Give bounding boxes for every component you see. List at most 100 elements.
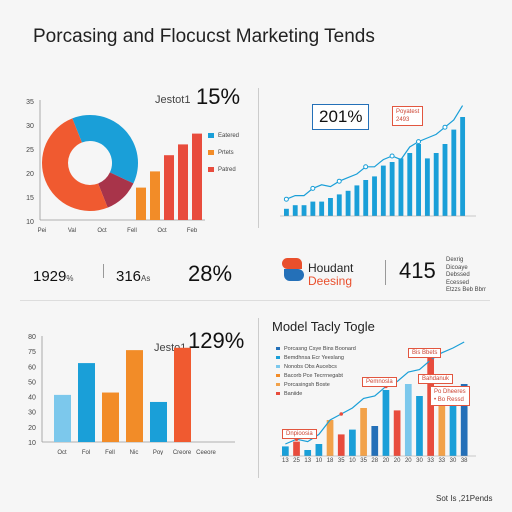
br-bar [438, 402, 446, 456]
tr-line-point [442, 124, 448, 130]
tl-legend-swatch [208, 133, 214, 139]
br-bar [282, 446, 289, 456]
br-x-tick: 28 [371, 458, 378, 463]
br-chart: 13 25 13 10 18 35 10 35 28 20 20 20 30 33 33 30 38 [280, 341, 476, 463]
tr-bar [345, 190, 351, 216]
br-legend-swatch [276, 383, 280, 387]
tl-y-tick: 20 [26, 171, 34, 178]
br-x-tick: 20 [394, 458, 401, 463]
bl-y-tick: 50 [28, 379, 36, 386]
br-x-tick: 10 [316, 458, 323, 463]
tl-donut-slice [72, 114, 139, 184]
tl-x-tick: Oct [157, 228, 167, 234]
tr-bar [292, 205, 298, 216]
bl-bar [78, 363, 95, 442]
bl-y-tick: 75 [28, 349, 36, 356]
bl-x-tick: Fol [82, 450, 90, 455]
br-legend-swatch [276, 356, 280, 360]
bl-bar [150, 401, 167, 442]
tl-bar [178, 144, 188, 220]
tl-legend-label: Prtets [218, 149, 234, 156]
bl-y-tick: 40 [28, 395, 36, 402]
tl-x-tick: Val [68, 228, 76, 234]
stat-divider-1 [103, 264, 104, 278]
br-bar [404, 384, 412, 456]
tr-bar [389, 162, 395, 216]
tl-y-tick: 10 [26, 219, 34, 226]
bl-value: 129% [188, 328, 245, 353]
tr-bar [407, 153, 413, 216]
tl-bar [136, 187, 146, 220]
br-bar [337, 434, 345, 456]
br-x-tick: 18 [327, 458, 334, 463]
tl-donut-slice [98, 172, 134, 208]
br-callout-1: Dnpioosia [282, 429, 317, 439]
tr-bar [363, 180, 369, 216]
stat-4: 415 [399, 258, 436, 283]
br-callout-3: Bis Bbets [408, 348, 442, 358]
tr-value-box: 201% [312, 104, 370, 130]
br-x-tick: 13 [304, 458, 311, 463]
stat-1-suffix: % [66, 274, 74, 283]
br-callout-5: Po Dheeres • Bo Ressd [430, 386, 470, 406]
bl-y-tick: 60 [28, 364, 36, 371]
tr-bar [310, 201, 316, 216]
br-legend-item: Bemdhnsa Ecr Yeeslang [276, 349, 344, 367]
bl-x-tick: Ceeore [196, 450, 216, 455]
tl-bar [150, 171, 160, 220]
tr-line-point [389, 153, 395, 159]
tr-bar [398, 158, 404, 216]
tr-bar [284, 208, 289, 216]
tr-bar [372, 176, 377, 216]
tr-bar [336, 194, 342, 216]
bl-bar [54, 394, 71, 442]
br-x-tick: 38 [461, 458, 468, 463]
br-bar [349, 429, 356, 456]
bl-bar [174, 347, 191, 442]
br-x-tick: 35 [338, 458, 345, 463]
br-x-tick: 10 [349, 458, 356, 463]
br-legend-swatch [276, 365, 280, 369]
page-title: Porcasing and Flocucst Marketing Tends [33, 26, 375, 47]
br-x-tick: 30 [416, 458, 423, 463]
tl-x-tick: Feb [187, 228, 198, 234]
bl-y-tick: 80 [28, 334, 36, 341]
tl-y-tick: 35 [26, 99, 34, 106]
tr-note: Poyatest 2493 [392, 106, 424, 126]
br-legend-item: Baniide [276, 385, 302, 403]
tl-y-tick: 25 [26, 147, 34, 154]
stat-2: 316As [116, 268, 150, 285]
br-x-tick: 33 [427, 458, 434, 463]
br-bar [315, 444, 323, 456]
tl-value: 15% [196, 84, 241, 109]
tr-bar [319, 201, 325, 216]
br-legend-item: Nonobs Obs Aucebcs [276, 358, 337, 376]
br-legend-label: Porcasng Csye Bins Boonard [284, 345, 356, 352]
tl-x-tick: Oct [97, 228, 107, 234]
bl-bar [102, 392, 119, 442]
br-callout-4: Bahdanuk [418, 374, 454, 384]
br-x-tick: 35 [360, 458, 367, 463]
br-bar [449, 390, 457, 456]
br-bar [360, 408, 367, 456]
bl-bar [126, 350, 143, 442]
tl-x-tick: Pei [38, 228, 47, 234]
br-bar [326, 420, 334, 456]
br-legend-label: Nonobs Obs Aucebcs [284, 363, 337, 370]
bl-y-tick: 20 [28, 425, 36, 432]
br-x-tick: 30 [450, 458, 457, 463]
br-bar [460, 384, 468, 456]
br-legend-label: Bemdhnsa Ecr Yeeslang [284, 354, 344, 361]
divider-vertical-bottom [258, 318, 259, 478]
bl-x-tick: Poy [153, 450, 163, 455]
tr-bar [301, 205, 307, 216]
stat-2-value: 316 [116, 268, 142, 285]
tr-value: 201% [319, 107, 363, 126]
stat-4-note: Dexrig Dicoaye Debssed Ecessed Etzzs Beb… [446, 257, 487, 293]
bl-x-tick: Nic [130, 450, 139, 455]
stat-divider-2 [385, 260, 386, 285]
br-callout-2: Pemnosla [362, 377, 397, 387]
tl-legend-label: Eatered [218, 132, 240, 139]
tl-legend-swatch [208, 150, 214, 156]
bl-x-tick: Fell [105, 450, 115, 455]
